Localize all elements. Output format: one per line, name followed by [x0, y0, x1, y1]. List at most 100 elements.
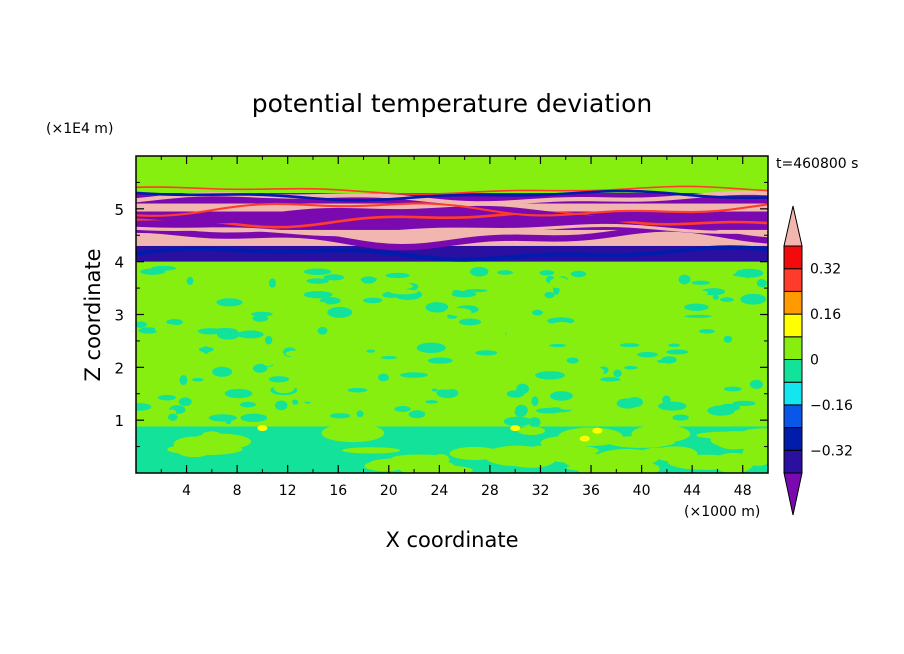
colorbar-tick-label: −0.32: [810, 443, 853, 459]
field-patch: [192, 377, 204, 382]
field-patch: [140, 268, 166, 275]
field-patch: [223, 289, 230, 299]
field-patch: [761, 301, 768, 306]
field-patch: [577, 459, 633, 473]
field-patch: [136, 321, 147, 328]
field-patch: [627, 376, 655, 386]
field-patch: [268, 278, 276, 288]
colorbar-arrow-high: [783, 205, 803, 247]
x-tick-label: 36: [582, 483, 600, 499]
field-patch: [431, 381, 459, 390]
field-patch: [672, 414, 689, 421]
field-patch: [531, 396, 539, 406]
field-filament-6: [136, 190, 768, 206]
field-patch: [687, 315, 701, 327]
field-patch: [137, 393, 153, 398]
field-patch: [723, 335, 733, 343]
field-patch: [666, 349, 689, 355]
field-patch: [283, 306, 310, 312]
field-patch: [668, 343, 681, 348]
field-patch: [416, 342, 446, 354]
x-tick-label: 12: [279, 483, 297, 499]
field-patch: [492, 365, 509, 373]
colorbar-swatch: [783, 313, 803, 338]
field-filament-2: [136, 223, 768, 237]
field-patch: [462, 354, 480, 363]
field-patch: [702, 322, 725, 326]
field-patch: [619, 343, 640, 348]
field-patch: [723, 386, 742, 392]
field-patch: [691, 386, 703, 397]
field-patch: [388, 282, 413, 290]
field-patch: [647, 392, 661, 399]
field-patch: [425, 400, 438, 404]
field-patch: [544, 291, 555, 299]
field-patch: [558, 427, 623, 446]
field-patch: [566, 357, 579, 364]
field-patch: [303, 268, 332, 275]
colorbar-swatch: [783, 290, 803, 315]
chart-title: potential temperature deviation: [252, 89, 652, 118]
field-patch: [528, 417, 541, 428]
field-patch: [151, 278, 164, 282]
field-band-6: [136, 192, 768, 204]
x-tick-label: 4: [182, 483, 191, 499]
field-spot: [510, 425, 521, 432]
field-patch: [229, 278, 259, 288]
field-patch: [748, 297, 764, 303]
field-patch: [285, 350, 315, 358]
field-patch: [157, 394, 176, 401]
field-patch: [720, 267, 737, 274]
field-patch: [749, 379, 763, 390]
y-tick-label: 1: [114, 412, 124, 430]
field-patch: [186, 276, 194, 286]
field-patch: [268, 376, 290, 383]
field-patch: [309, 301, 329, 312]
field-patch: [158, 273, 165, 280]
field-patch: [224, 388, 253, 399]
colorbar-swatch: [783, 449, 803, 474]
field-patch: [154, 324, 181, 334]
x-unit-label: (×1000 m): [684, 504, 760, 520]
field-patch: [600, 377, 621, 382]
x-tick-label: 16: [329, 483, 347, 499]
field-patch: [356, 410, 364, 418]
field-patch: [257, 267, 280, 275]
field-patch: [711, 366, 738, 376]
field-patch: [535, 334, 555, 345]
colorbar: 0.32 0.16 0 −0.16 −0.32: [783, 205, 853, 516]
field-patch: [455, 396, 484, 405]
field-filament-7: [136, 185, 768, 195]
field-patch: [637, 351, 658, 358]
field-patch: [435, 268, 454, 280]
field-patch: [660, 311, 682, 316]
field-patch: [372, 321, 398, 326]
field-patch: [319, 296, 341, 305]
field-patch: [191, 405, 218, 412]
x-axis: 4 8 12 16 20 24 28 32 36 40 44 48: [160, 156, 752, 499]
field-patch: [343, 287, 363, 296]
field-patch: [303, 291, 333, 299]
field-patch: [436, 388, 459, 399]
time-label: t=460800 s: [776, 156, 858, 172]
field-patch: [506, 451, 556, 468]
field-patch: [656, 359, 668, 364]
field-patch: [166, 319, 183, 326]
field-patch: [431, 388, 438, 392]
field-patch: [407, 353, 420, 364]
x-tick-label: 48: [734, 483, 752, 499]
field-patch: [693, 344, 710, 353]
colorbar-tick-label: 0.16: [810, 307, 841, 323]
field-patch: [306, 278, 329, 284]
field-patch: [577, 416, 596, 422]
field-patch: [251, 311, 273, 317]
field-patch: [629, 291, 654, 300]
field-patch: [527, 279, 535, 285]
field-spot: [579, 435, 590, 442]
field-patch: [582, 366, 605, 377]
field-patch: [153, 337, 160, 342]
field-patch: [691, 280, 711, 285]
plot-area: [136, 156, 768, 473]
field-patch: [274, 400, 288, 411]
field-patch: [292, 399, 299, 405]
